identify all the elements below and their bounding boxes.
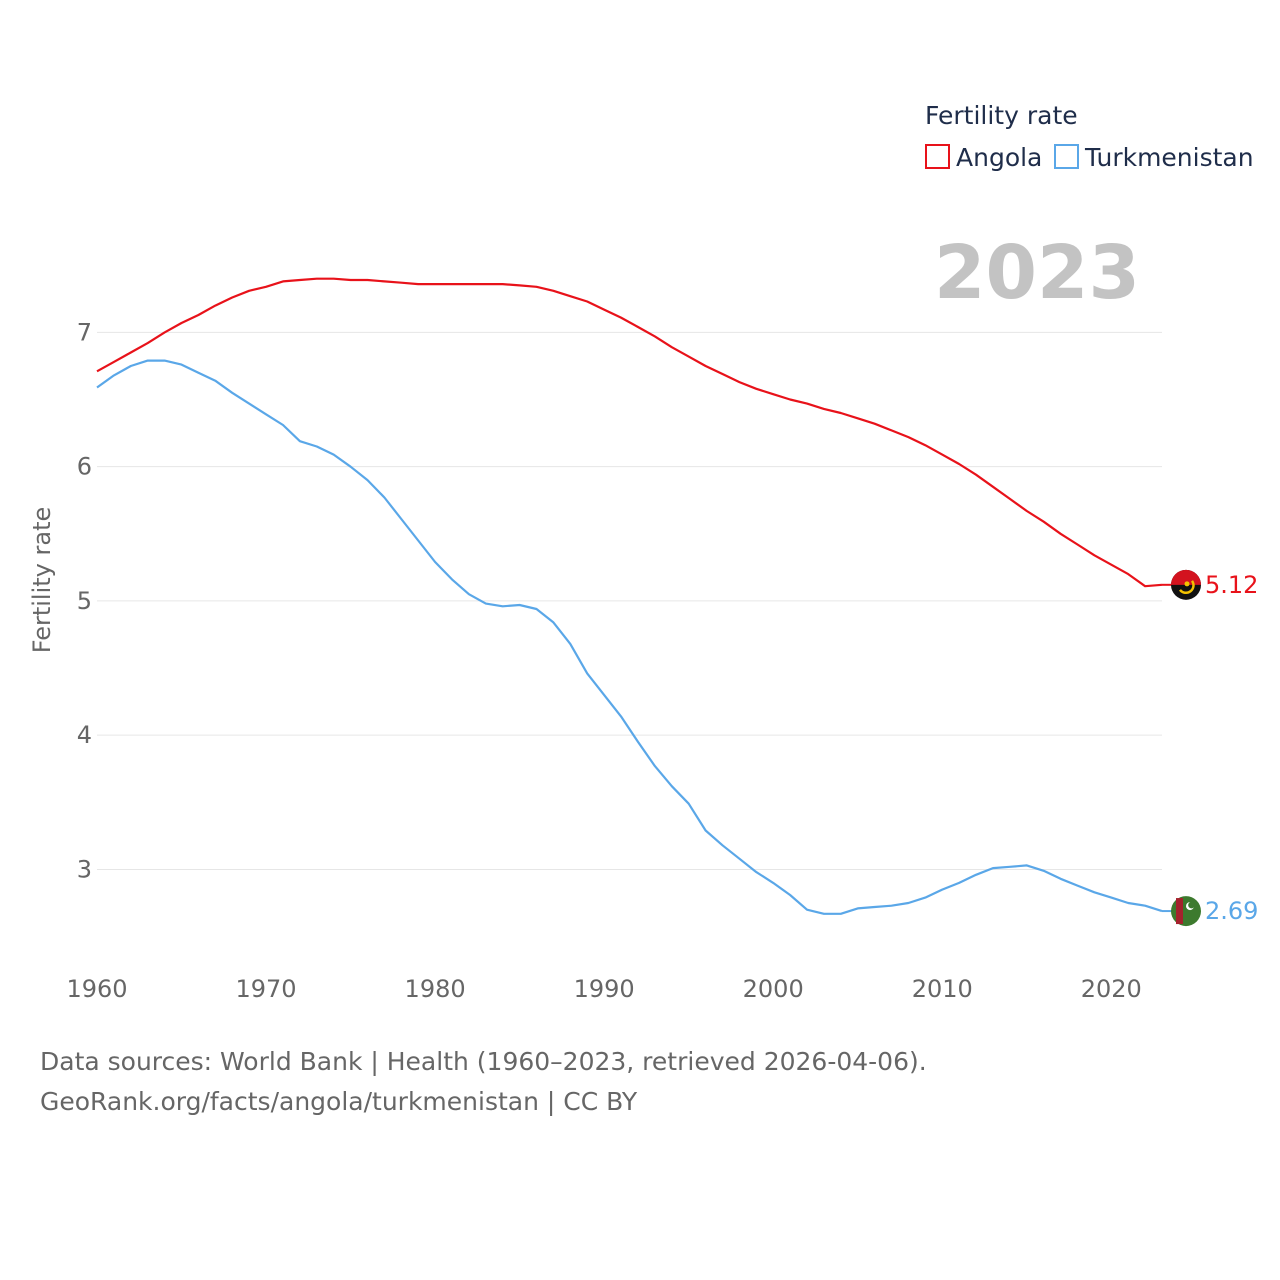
- end-value-label-turkmenistan: 2.69: [1205, 897, 1258, 925]
- grid-lines: [97, 331, 1162, 870]
- turkmenistan-flag-icon: [1171, 896, 1201, 927]
- y-tick-label-7: 7: [77, 318, 92, 346]
- y-axis-ticks: 3 4 5 6 7: [77, 318, 92, 883]
- series-line-angola: [96, 277, 1163, 588]
- x-tick-label-1970: 1970: [236, 975, 297, 1003]
- x-tick-label-1990: 1990: [574, 975, 635, 1003]
- x-tick-label-1960: 1960: [66, 975, 127, 1003]
- source-note: Data sources: World Bank | Health (1960–…: [40, 1042, 927, 1122]
- y-tick-label-4: 4: [77, 721, 92, 749]
- series-lines: [96, 277, 1163, 915]
- y-tick-label-5: 5: [77, 587, 92, 615]
- legend-title: Fertility rate: [925, 101, 1078, 130]
- legend-swatch-angola[interactable]: [925, 144, 950, 169]
- fertility-rate-chart: 3 4 5 6 7 1960 1970 1980 1990 2000 2010 2020 Ferti…: [28, 101, 1258, 1003]
- source-url-line[interactable]: GeoRank.org/facts/angola/turkmenistan | …: [40, 1087, 638, 1116]
- source-line: Data sources: World Bank | Health (1960–…: [40, 1047, 927, 1076]
- x-tick-label-1980: 1980: [405, 975, 466, 1003]
- legend-swatch-turkmenistan[interactable]: [1054, 144, 1079, 169]
- y-tick-label-6: 6: [77, 453, 92, 481]
- legend: Fertility rate Angola Turkmenistan: [925, 101, 1254, 172]
- legend-label-angola[interactable]: Angola: [956, 143, 1042, 172]
- x-tick-label-2020: 2020: [1081, 975, 1142, 1003]
- year-label: 2023: [934, 230, 1140, 316]
- series-end-markers: 5.12 2.69: [1162, 569, 1258, 927]
- angola-flag-icon: [1171, 569, 1201, 600]
- x-axis-ticks: 1960 1970 1980 1990 2000 2010 2020: [66, 975, 1141, 1003]
- flag-carpet-stripe: [1176, 898, 1183, 925]
- flag-crescent-cut: [1188, 901, 1195, 909]
- x-tick-label-2000: 2000: [743, 975, 804, 1003]
- y-tick-label-3: 3: [77, 855, 92, 883]
- x-tick-label-2010: 2010: [912, 975, 973, 1003]
- flag-emblem-star: [1184, 581, 1190, 587]
- flag-field: [1171, 896, 1201, 927]
- flag-emblem: [1179, 580, 1195, 595]
- y-axis-label: Fertility rate: [28, 507, 56, 654]
- end-value-label-angola: 5.12: [1205, 571, 1258, 599]
- legend-label-turkmenistan[interactable]: Turkmenistan: [1084, 143, 1254, 172]
- series-line-turkmenistan: [96, 359, 1163, 915]
